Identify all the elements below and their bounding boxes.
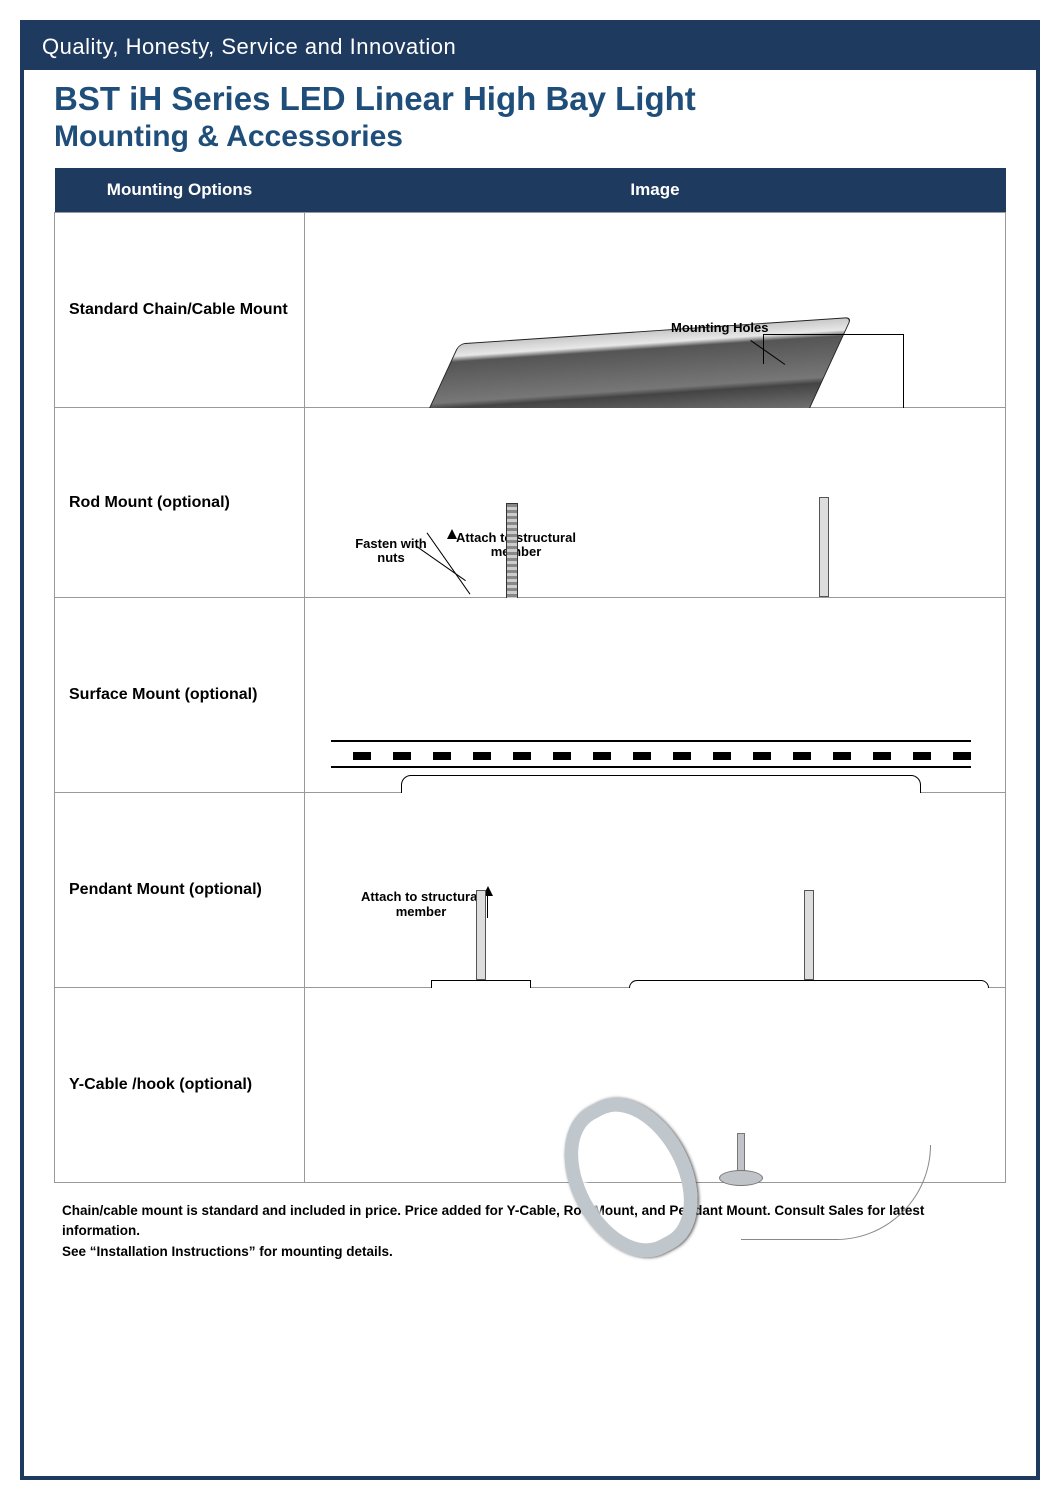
image-cell — [305, 598, 1006, 793]
page-subtitle: Mounting & Accessories — [54, 120, 1006, 154]
table-row: Surface Mount (optional) — [55, 598, 1006, 793]
diagram-label: Mounting Holes — [671, 320, 769, 335]
tagline-text: Quality, Honesty, Service and Innovation — [42, 34, 456, 59]
diagram-label: Fasten with nuts — [351, 537, 431, 567]
leader-line — [763, 334, 903, 335]
leader-line — [903, 334, 904, 414]
option-cell: Standard Chain/Cable Mount — [55, 213, 305, 408]
image-cell: Mounting Holes Mounting Holes — [305, 213, 1006, 408]
option-cell: Pendant Mount (optional) — [55, 793, 305, 988]
option-cell: Rod Mount (optional) — [55, 408, 305, 598]
image-cell: Fasten with nuts Attach to structural me… — [305, 408, 1006, 598]
option-cell: Surface Mount (optional) — [55, 598, 305, 793]
image-cell — [305, 988, 1006, 1183]
column-header-image: Image — [305, 168, 1006, 213]
table-row: Standard Chain/Cable Mount Mounting Hole… — [55, 213, 1006, 408]
title-block: BST iH Series LED Linear High Bay Light … — [24, 70, 1036, 168]
column-header-options: Mounting Options — [55, 168, 305, 213]
table-row: Y-Cable /hook (optional) — [55, 988, 1006, 1183]
option-cell: Y-Cable /hook (optional) — [55, 988, 305, 1183]
mounting-table: Mounting Options Image Standard Chain/Ca… — [54, 168, 1006, 1183]
page-title: BST iH Series LED Linear High Bay Light — [54, 80, 1006, 118]
mounting-rail-icon — [331, 740, 971, 768]
tagline-bar: Quality, Honesty, Service and Innovation — [24, 24, 1036, 70]
y-cable-icon — [679, 1115, 939, 1245]
table-row: Rod Mount (optional) Fasten with nuts At… — [55, 408, 1006, 598]
page-frame: Quality, Honesty, Service and Innovation… — [20, 20, 1040, 1480]
table-row: Pendant Mount (optional) Attach to struc… — [55, 793, 1006, 988]
image-cell: Attach to structural member — [305, 793, 1006, 988]
